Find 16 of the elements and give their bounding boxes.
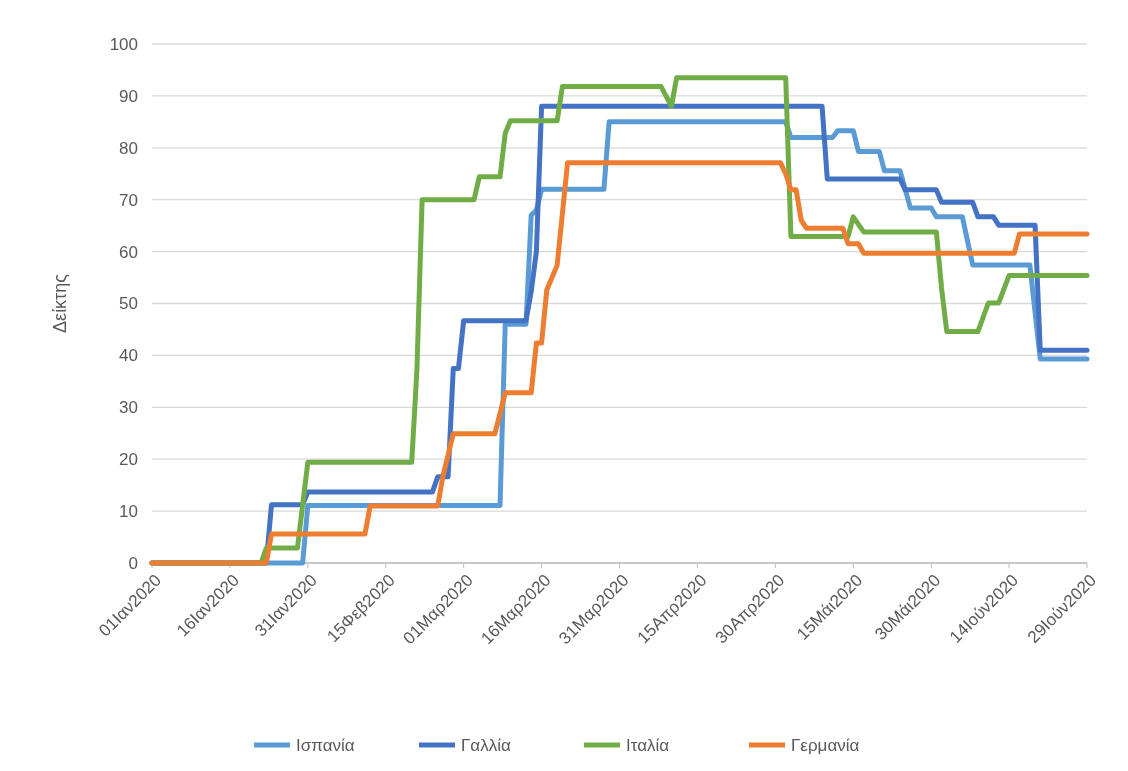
y-tick-label: 70 (119, 190, 138, 210)
y-tick-label: 60 (119, 242, 138, 262)
y-tick-label: 90 (119, 86, 138, 106)
y-axis-title: Δείκτης (50, 273, 70, 333)
legend-label: Ισπανία (296, 735, 355, 755)
legend-label: Ιταλία (626, 735, 670, 755)
legend-label: Γαλλία (461, 735, 511, 755)
y-tick-label: 100 (109, 34, 138, 54)
legend-label: Γερμανία (791, 735, 860, 755)
y-tick-label: 80 (119, 138, 138, 158)
y-tick-label: 20 (119, 450, 138, 470)
y-tick-label: 0 (128, 553, 138, 573)
y-tick-label: 40 (119, 346, 138, 366)
y-tick-label: 10 (119, 502, 138, 522)
y-tick-label: 50 (119, 294, 138, 314)
y-tick-label: 30 (119, 398, 138, 418)
